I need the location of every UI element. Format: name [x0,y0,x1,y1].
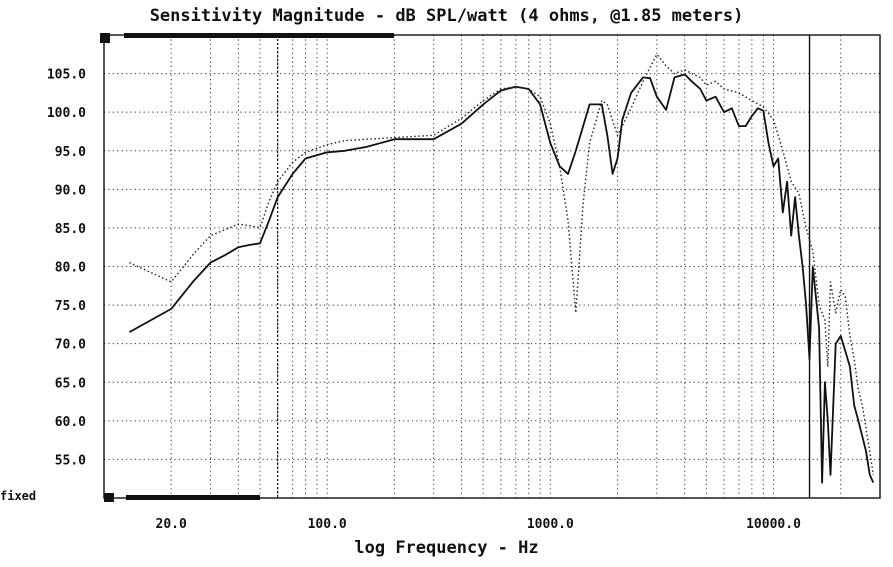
y-tick-label: 80.0 [55,261,86,276]
y-tick-label: 95.0 [55,145,86,160]
y-tick-label: 55.0 [55,453,86,468]
y-tick-label: 105.0 [47,68,86,83]
chart-title: Sensitivity Magnitude - dB SPL/watt (4 o… [149,6,744,26]
x-tick-label: 100.0 [308,517,347,532]
x-axis-title: log Frequency - Hz [354,538,539,558]
series-layer [128,53,875,484]
plot-frame [100,33,881,502]
x-tick-label: 10000.0 [746,517,801,532]
corner-marker-bottom [104,493,114,502]
y-tick-label: 90.0 [55,183,86,198]
y-tick-label: 100.0 [47,106,86,121]
series-dotted-line [129,53,874,476]
x-tick-label: 1000.0 [527,517,574,532]
y-tick-label: 60.0 [55,415,86,430]
y-tick-label: 70.0 [55,338,86,353]
y-tick-label: 75.0 [55,299,86,314]
plot-border [103,34,881,499]
grid-layer [103,35,881,498]
y-tick-label: 85.0 [55,222,86,237]
range-bar-bottom [126,495,260,500]
y-tick-label: 65.0 [55,376,86,391]
fixed-label: fixed [0,489,36,503]
x-tick-label: 20.0 [156,517,187,532]
tick-labels: 105.0 100.0 95.0 90.0 85.0 80.0 75.0 70.0 65.0 60… [0,68,801,532]
series-solid-line [128,73,875,484]
corner-marker-top [100,33,110,43]
range-bar-top [124,33,394,38]
